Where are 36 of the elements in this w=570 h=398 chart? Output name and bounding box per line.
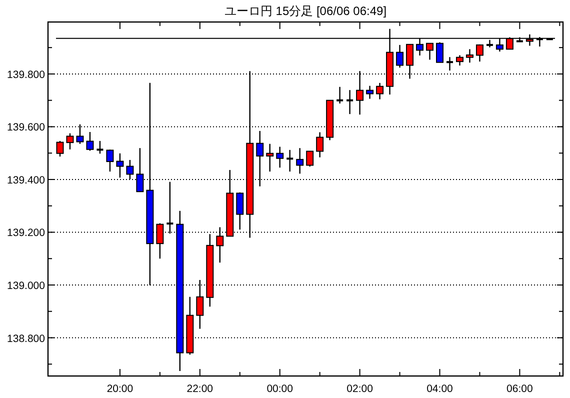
candlestick [276, 146, 284, 168]
candlestick [445, 56, 454, 72]
x-tick-label: 04:00 [426, 383, 454, 395]
candlestick [106, 149, 114, 172]
candlestick [236, 192, 244, 230]
y-tick-label: 139.000 [7, 280, 46, 292]
candlestick [296, 147, 304, 174]
candlestick [336, 86, 344, 104]
candlestick [456, 54, 464, 66]
candlestick [286, 149, 294, 172]
candlestick [366, 85, 374, 100]
candlestick [316, 132, 324, 158]
candlestick [266, 143, 274, 172]
candlestick [436, 42, 444, 63]
x-tick-label: 20:00 [106, 383, 134, 395]
y-tick-label: 139.400 [7, 174, 46, 186]
y-tick-label: 138.800 [7, 332, 46, 345]
y-tick-label: 139.600 [7, 122, 46, 134]
candlestick [396, 44, 404, 68]
candlestick [306, 150, 314, 168]
x-tick-label: 02:00 [346, 383, 374, 395]
x-tick-label: 00:00 [266, 383, 294, 395]
candlestick [66, 132, 74, 150]
x-tick-label: 06:00 [506, 383, 533, 395]
chart-title: ユーロ円 15分足 [06/06 06:49] [224, 4, 387, 18]
candlestick [426, 42, 434, 60]
candlestick [86, 131, 94, 152]
y-tick-label: 139.200 [7, 227, 46, 240]
candlestick [346, 89, 354, 115]
candlestick [476, 44, 484, 62]
candlestick [466, 48, 474, 64]
x-tick-label: 22:00 [186, 383, 214, 395]
candlestick [96, 140, 104, 154]
y-tick-label: 139.800 [7, 68, 46, 81]
candlestick [376, 82, 384, 100]
candlestick [56, 140, 64, 158]
